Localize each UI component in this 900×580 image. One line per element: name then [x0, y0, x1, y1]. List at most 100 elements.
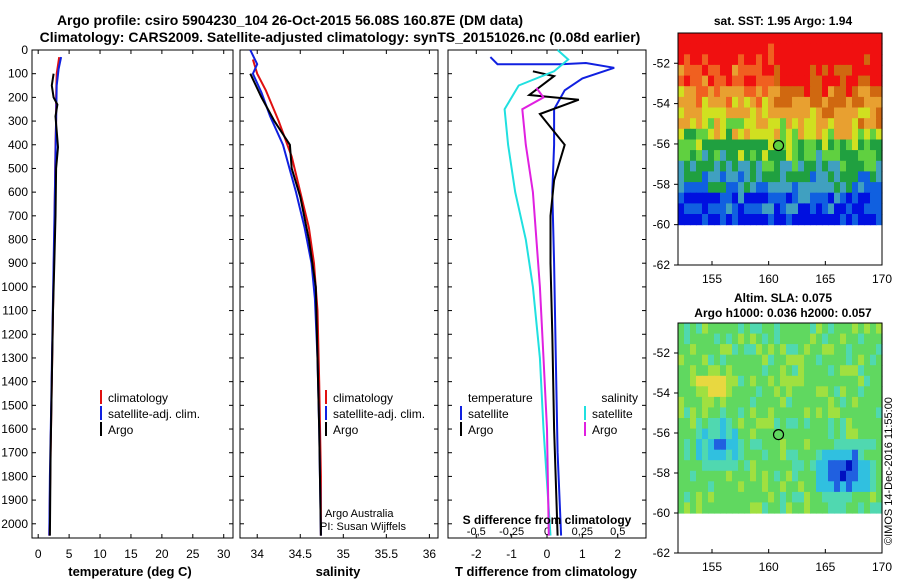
map-cell [756, 333, 763, 345]
x-tick-label: 5 [66, 547, 73, 561]
map-cell [714, 150, 721, 162]
y-tick-label: 1700 [1, 446, 28, 460]
map-cell [756, 107, 763, 119]
map-cell [852, 33, 859, 45]
map-cell [828, 86, 835, 98]
map-cell [768, 323, 775, 335]
map-cell [678, 333, 685, 345]
map-cell [750, 182, 757, 194]
x-tick-label: 15 [124, 547, 138, 561]
map-cell [828, 491, 835, 504]
map-cell [798, 43, 805, 55]
map-cell [750, 439, 757, 451]
map-cell [834, 203, 841, 215]
map-cell [696, 491, 703, 504]
map-cell [780, 192, 787, 204]
map-cell [798, 460, 805, 472]
map-cell [864, 386, 871, 398]
x-tick-label: 34.5 [289, 547, 313, 561]
map-cell [762, 171, 769, 183]
map-cell [768, 64, 775, 77]
map-cell [690, 428, 697, 440]
map-cell [696, 64, 703, 77]
map-cell [858, 449, 865, 461]
map-cell [720, 75, 727, 87]
map-cell [864, 33, 871, 45]
map-cell [738, 192, 745, 204]
map-cell [852, 449, 859, 461]
map-cell [798, 139, 805, 151]
map-cell [816, 86, 823, 98]
map-cell [690, 449, 697, 461]
map-cell [792, 386, 799, 398]
map-cell [798, 407, 805, 419]
map-cell [810, 418, 817, 430]
map-cell [852, 139, 859, 151]
map-cell [750, 75, 757, 87]
map-cell [804, 481, 811, 493]
map-cell [756, 33, 763, 45]
map-cell [858, 407, 865, 419]
map-cell [852, 386, 859, 398]
map-cell [840, 182, 847, 194]
map-cell [750, 107, 757, 119]
map-cell [696, 354, 703, 366]
map-cell [786, 192, 793, 204]
map-cell [870, 118, 877, 130]
map-cell [696, 396, 703, 409]
map-cell [834, 323, 841, 335]
map-cell [696, 418, 703, 430]
map-cell [798, 54, 805, 66]
map-cell [690, 396, 697, 409]
map-cell [738, 439, 745, 451]
map-cell [870, 354, 877, 366]
legend-label-temp-satellite: satellite [468, 407, 509, 421]
map-cell [720, 128, 727, 140]
map-cell [822, 182, 829, 194]
map-cell [684, 354, 691, 366]
map-cell [840, 428, 847, 440]
map-cell [738, 354, 745, 366]
map-cell [846, 491, 853, 504]
map-cell [684, 502, 691, 514]
map-x-tick-label: 160 [759, 272, 779, 286]
map-cell [792, 449, 799, 461]
map-cell [822, 386, 829, 398]
map-cell [750, 428, 757, 440]
map-cell [870, 43, 877, 55]
map-frame [677, 32, 883, 266]
map-cell [870, 54, 877, 66]
map-cell [876, 344, 883, 356]
map-cell [762, 449, 769, 461]
map-cell [690, 33, 697, 45]
map-cell [690, 118, 697, 130]
map-cell [726, 470, 733, 482]
map-cell [786, 375, 793, 387]
map-cell [708, 203, 715, 215]
map-cell [816, 333, 823, 345]
map-x-tick-label: 155 [702, 272, 722, 286]
map-cell [846, 75, 853, 87]
map-cell [876, 150, 883, 162]
map-cell [810, 428, 817, 440]
sla-map: 155 160 165 170 -52 -54 -56 -58 -60 -62 [653, 322, 892, 574]
map-cell [786, 470, 793, 482]
map-cell [708, 43, 715, 55]
map-cell [738, 418, 745, 430]
map-cell [804, 150, 811, 162]
map-cell [864, 43, 871, 55]
map-cell [714, 481, 721, 493]
map-cell [864, 460, 871, 472]
map-cell [858, 43, 865, 55]
map-cell [768, 171, 775, 183]
map-cell [690, 407, 697, 419]
map-cell [780, 214, 787, 226]
map-cell [798, 214, 805, 226]
map-cell [762, 428, 769, 440]
map-cell [720, 396, 727, 409]
legend-swatch-temp-argo [460, 422, 462, 436]
map-cell [684, 470, 691, 482]
map-cell [816, 203, 823, 215]
map-cell [678, 43, 685, 55]
map-cell [798, 96, 805, 109]
